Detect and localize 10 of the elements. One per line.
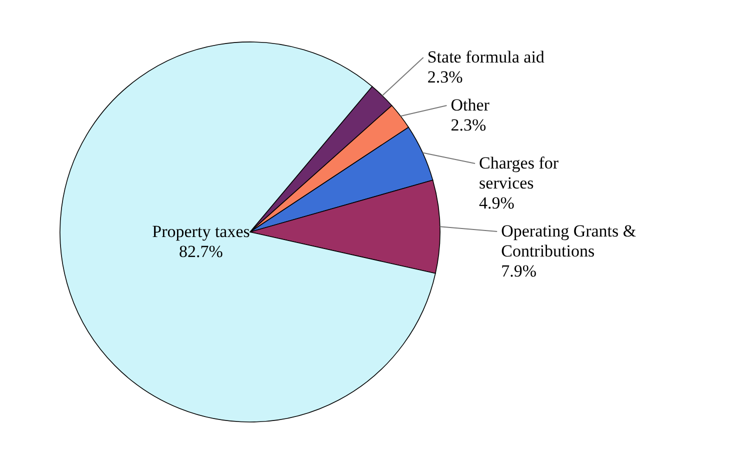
slice-label: Other (450, 95, 490, 114)
data-label: 2.3% (427, 67, 463, 86)
data-label: 4.9% (479, 193, 514, 212)
slice-label: Operating Grants & Contributions (501, 221, 636, 260)
data-label: 82.7% (179, 242, 223, 261)
slice-label: Property taxes (152, 222, 250, 241)
data-label: 7.9% (501, 261, 537, 280)
slice-label: State formula aid (427, 47, 545, 66)
slice-label: Charges for services (479, 153, 559, 192)
data-label: 2.3% (450, 115, 486, 134)
